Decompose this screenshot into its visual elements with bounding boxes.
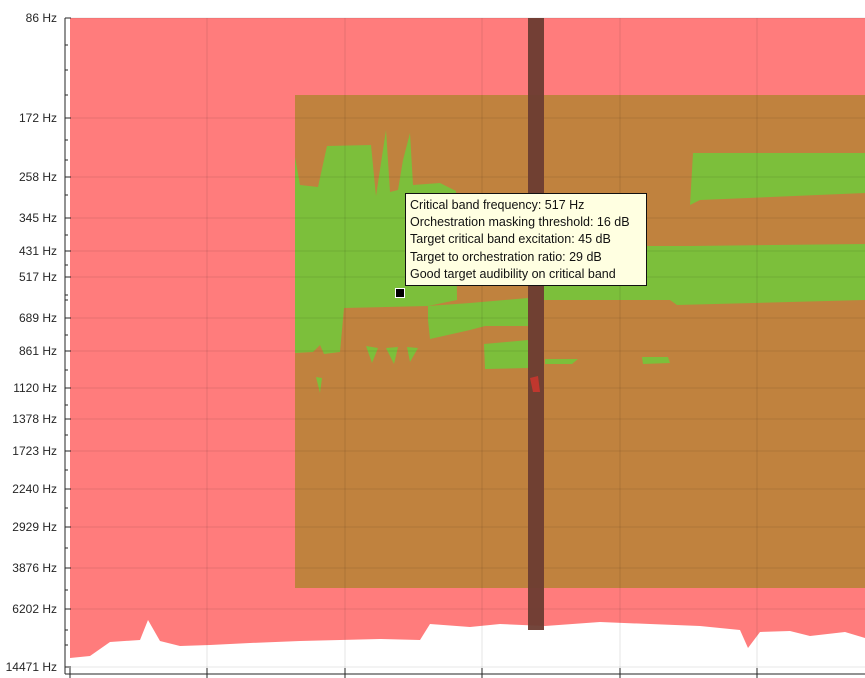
datatip-line-audibility: Good target audibility on critical band [410, 266, 616, 281]
y-tick-label: 2929 Hz [12, 520, 57, 534]
grid-lines [70, 17, 865, 674]
y-tick-label: 517 Hz [19, 270, 57, 284]
cursor-band[interactable] [528, 18, 544, 630]
y-tick-label: 689 Hz [19, 311, 57, 325]
datatip-line-ratio: Target to orchestration ratio: 29 dB [410, 249, 602, 264]
y-tick-label: 86 Hz [26, 11, 57, 25]
datatip-line-threshold: Orchestration masking threshold: 16 dB [410, 215, 630, 230]
audible-region-main [295, 130, 457, 354]
y-axis: 86 Hz 172 Hz 258 Hz 345 Hz 431 Hz 517 Hz 689 H… [6, 11, 71, 674]
y-tick-label: 861 Hz [19, 344, 57, 358]
y-tick-label: 6202 Hz [12, 602, 57, 616]
audible-region-right [690, 153, 865, 205]
x-axis [65, 668, 865, 678]
y-tick-label: 1378 Hz [12, 412, 57, 426]
y-tick-label: 3876 Hz [12, 561, 57, 575]
y-tick-label: 431 Hz [19, 244, 57, 258]
red-spot [530, 376, 540, 392]
y-tick-label: 172 Hz [19, 111, 57, 125]
y-tick-label: 14471 Hz [6, 660, 57, 674]
y-tick-label: 258 Hz [19, 170, 57, 184]
datatip-box: Critical band frequency: 517 Hz Orchestr… [405, 193, 647, 287]
y-tick-label: 1723 Hz [12, 444, 57, 458]
audible-regions [295, 130, 865, 393]
y-tick-label: 1120 Hz [13, 381, 57, 395]
audible-region-lower [428, 298, 528, 339]
audible-region-spots [316, 340, 670, 393]
y-tick-label: 345 Hz [19, 211, 57, 225]
datatip-marker[interactable] [395, 288, 405, 298]
datatip-line-frequency: Critical band frequency: 517 Hz [410, 198, 585, 212]
y-tick-label: 2240 Hz [12, 482, 57, 496]
datatip-line-excitation: Target critical band excitation: 45 dB [410, 232, 611, 247]
